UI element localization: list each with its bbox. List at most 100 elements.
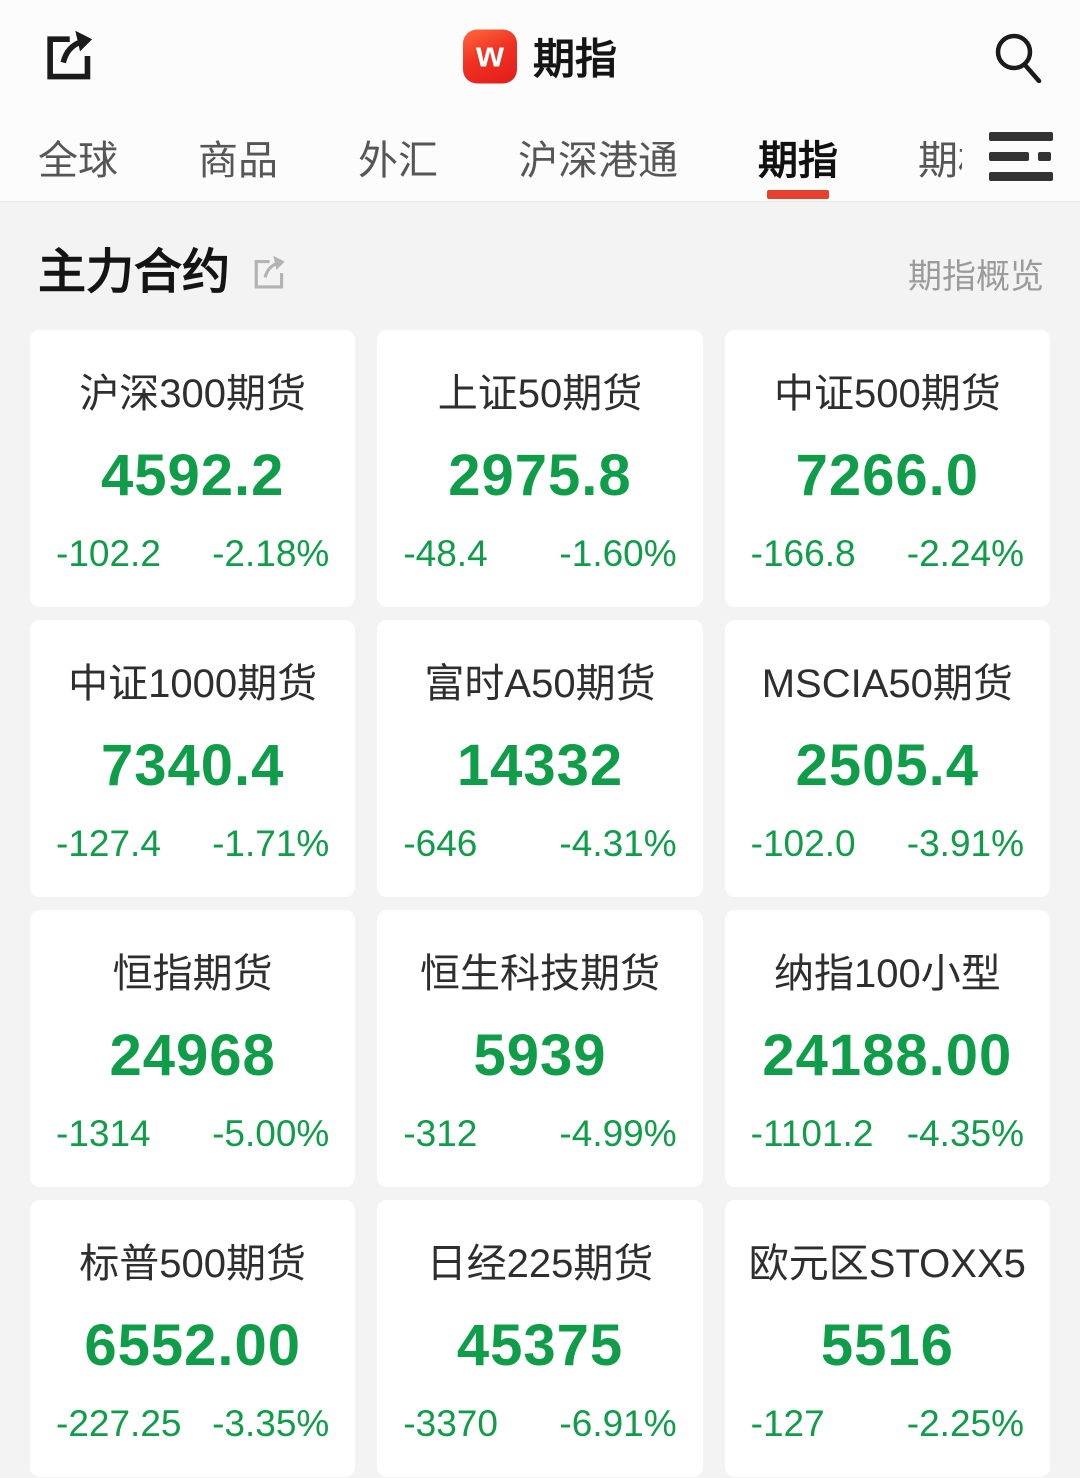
- section-share-icon[interactable]: [248, 253, 286, 293]
- contract-name: 日经225期货: [426, 1242, 654, 1286]
- contract-price: 6552.00: [84, 1312, 301, 1378]
- share-icon: [38, 27, 94, 85]
- contract-change: -227.25: [56, 1403, 182, 1444]
- contract-name: 中证1000期货: [68, 662, 318, 706]
- tab-label: 外汇: [358, 138, 438, 183]
- contract-pct: -2.25%: [906, 1403, 1024, 1444]
- tab-label: 商品: [198, 138, 278, 183]
- contract-price: 2505.4: [795, 732, 980, 798]
- contract-pct: -4.31%: [559, 823, 677, 864]
- futures-card-hstech[interactable]: 恒生科技期货 5939 -312 -4.99%: [377, 910, 703, 1187]
- category-tab-bar: 全球 商品 外汇 沪深港通 期指 期权: [0, 112, 1080, 202]
- wind-logo-letter: w: [475, 33, 504, 74]
- futures-card-csi500[interactable]: 中证500期货 7266.0 -166.8 -2.24%: [724, 330, 1050, 607]
- contract-change-row: -102.0 -3.91%: [725, 823, 1050, 865]
- contract-name: 欧元区STOXX5: [748, 1242, 1026, 1286]
- share-button[interactable]: [38, 27, 94, 85]
- contract-name: 富时A50期货: [424, 662, 656, 706]
- contract-price: 2975.8: [448, 442, 632, 508]
- tab-label: 期指: [758, 138, 838, 183]
- contract-name: 恒生科技期货: [419, 952, 660, 996]
- contract-name: 纳指100小型: [773, 952, 1001, 996]
- contract-price: 7340.4: [100, 732, 285, 798]
- tab-label: 沪深港通: [518, 138, 678, 183]
- section-title-wrap: 主力合约: [38, 244, 286, 302]
- contract-change-row: -1101.2 -4.35%: [725, 1113, 1050, 1155]
- contract-pct: -3.35%: [212, 1403, 330, 1444]
- tab-global[interactable]: 全球: [38, 112, 118, 201]
- contract-change: -166.8: [750, 533, 856, 574]
- contract-change-row: -227.25 -3.35%: [30, 1403, 355, 1445]
- contract-name: 沪深300期货: [79, 372, 307, 416]
- contract-change-row: -127.4 -1.71%: [30, 823, 355, 865]
- contract-name: 恒指期货: [112, 952, 273, 996]
- contract-change: -102.2: [56, 533, 161, 574]
- contract-change: -312: [403, 1113, 478, 1154]
- contract-price: 45375: [456, 1312, 624, 1378]
- contract-change-row: -312 -4.99%: [377, 1113, 702, 1155]
- contract-change: -3370: [403, 1403, 498, 1444]
- contract-change-row: -102.2 -2.18%: [30, 533, 355, 575]
- more-tabs-button[interactable]: [962, 112, 1080, 201]
- contract-pct: -3.91%: [906, 823, 1024, 864]
- futures-card-nikkei225[interactable]: 日经225期货 45375 -3370 -6.91%: [377, 1200, 703, 1477]
- contract-change: -102.0: [750, 823, 856, 864]
- futures-overview-link[interactable]: 期指概览: [908, 249, 1044, 298]
- contract-change: -48.4: [403, 533, 488, 574]
- page-title: 期指: [532, 35, 618, 83]
- futures-card-ftse-a50[interactable]: 富时A50期货 14332 -646 -4.31%: [377, 620, 703, 897]
- contract-change: -646: [403, 823, 478, 864]
- contract-price: 14332: [456, 732, 624, 798]
- contract-name: 中证500期货: [773, 372, 1001, 416]
- search-button[interactable]: [990, 29, 1042, 83]
- futures-card-sp500[interactable]: 标普500期货 6552.00 -227.25 -3.35%: [30, 1200, 356, 1477]
- contract-change: -1101.2: [750, 1113, 874, 1154]
- tab-commodities[interactable]: 商品: [198, 112, 278, 201]
- contract-pct: -4.99%: [559, 1113, 677, 1154]
- tab-hk-connect[interactable]: 沪深港通: [518, 112, 678, 201]
- contract-pct: -1.71%: [212, 823, 330, 864]
- contract-change-row: -1314 -5.00%: [30, 1113, 355, 1155]
- contract-pct: -1.60%: [559, 533, 677, 574]
- contract-change-row: -3370 -6.91%: [377, 1403, 702, 1445]
- contract-change-row: -646 -4.31%: [377, 823, 702, 865]
- menu-bars-icon: [989, 132, 1053, 181]
- contract-price: 5939: [473, 1022, 607, 1088]
- contract-pct: -2.24%: [906, 533, 1024, 574]
- tab-forex[interactable]: 外汇: [358, 112, 438, 201]
- contract-pct: -6.91%: [559, 1403, 677, 1444]
- contract-change-row: -166.8 -2.24%: [725, 533, 1050, 575]
- futures-card-sse50[interactable]: 上证50期货 2975.8 -48.4 -1.60%: [377, 330, 703, 607]
- contract-pct: -5.00%: [212, 1113, 330, 1154]
- tab-strip: 全球 商品 外汇 沪深港通 期指 期权: [0, 112, 1080, 201]
- contract-price: 7266.0: [795, 442, 980, 508]
- futures-card-csi1000[interactable]: 中证1000期货 7340.4 -127.4 -1.71%: [30, 620, 356, 897]
- wind-logo: w: [462, 29, 517, 83]
- contract-price: 4592.2: [100, 442, 285, 508]
- search-icon: [990, 29, 1042, 83]
- futures-card-csi300[interactable]: 沪深300期货 4592.2 -102.2 -2.18%: [30, 330, 356, 607]
- futures-card-msci-a50[interactable]: MSCIA50期货 2505.4 -102.0 -3.91%: [724, 620, 1050, 897]
- contract-price: 5516: [820, 1312, 954, 1378]
- app-header: w 期指: [0, 0, 1080, 112]
- section-title: 主力合约: [38, 246, 231, 299]
- section-header: 主力合约 期指概览: [0, 202, 1080, 330]
- futures-card-hsi[interactable]: 恒指期货 24968 -1314 -5.00%: [30, 910, 356, 1187]
- tab-index-futures-active[interactable]: 期指: [758, 112, 838, 201]
- futures-card-stoxx50[interactable]: 欧元区STOXX5 5516 -127 -2.25%: [724, 1200, 1050, 1477]
- contract-change: -127.4: [56, 823, 161, 864]
- tab-label: 全球: [38, 138, 118, 183]
- contract-change-row: -127 -2.25%: [725, 1403, 1050, 1445]
- contract-name: 上证50期货: [437, 372, 643, 416]
- contract-price: 24968: [109, 1022, 276, 1088]
- contract-pct: -2.18%: [212, 533, 330, 574]
- futures-cards-grid: 沪深300期货 4592.2 -102.2 -2.18% 上证50期货 2975…: [30, 330, 1050, 1477]
- contract-name: MSCIA50期货: [761, 662, 1013, 706]
- contract-change-row: -48.4 -1.60%: [377, 533, 702, 575]
- futures-card-nasdaq100-mini[interactable]: 纳指100小型 24188.00 -1101.2 -4.35%: [724, 910, 1050, 1187]
- header-title-group: w 期指: [462, 26, 618, 87]
- contract-change: -127: [750, 1403, 825, 1444]
- contract-price: 24188.00: [762, 1022, 1013, 1088]
- contract-pct: -4.35%: [906, 1113, 1024, 1154]
- contract-name: 标普500期货: [79, 1242, 307, 1286]
